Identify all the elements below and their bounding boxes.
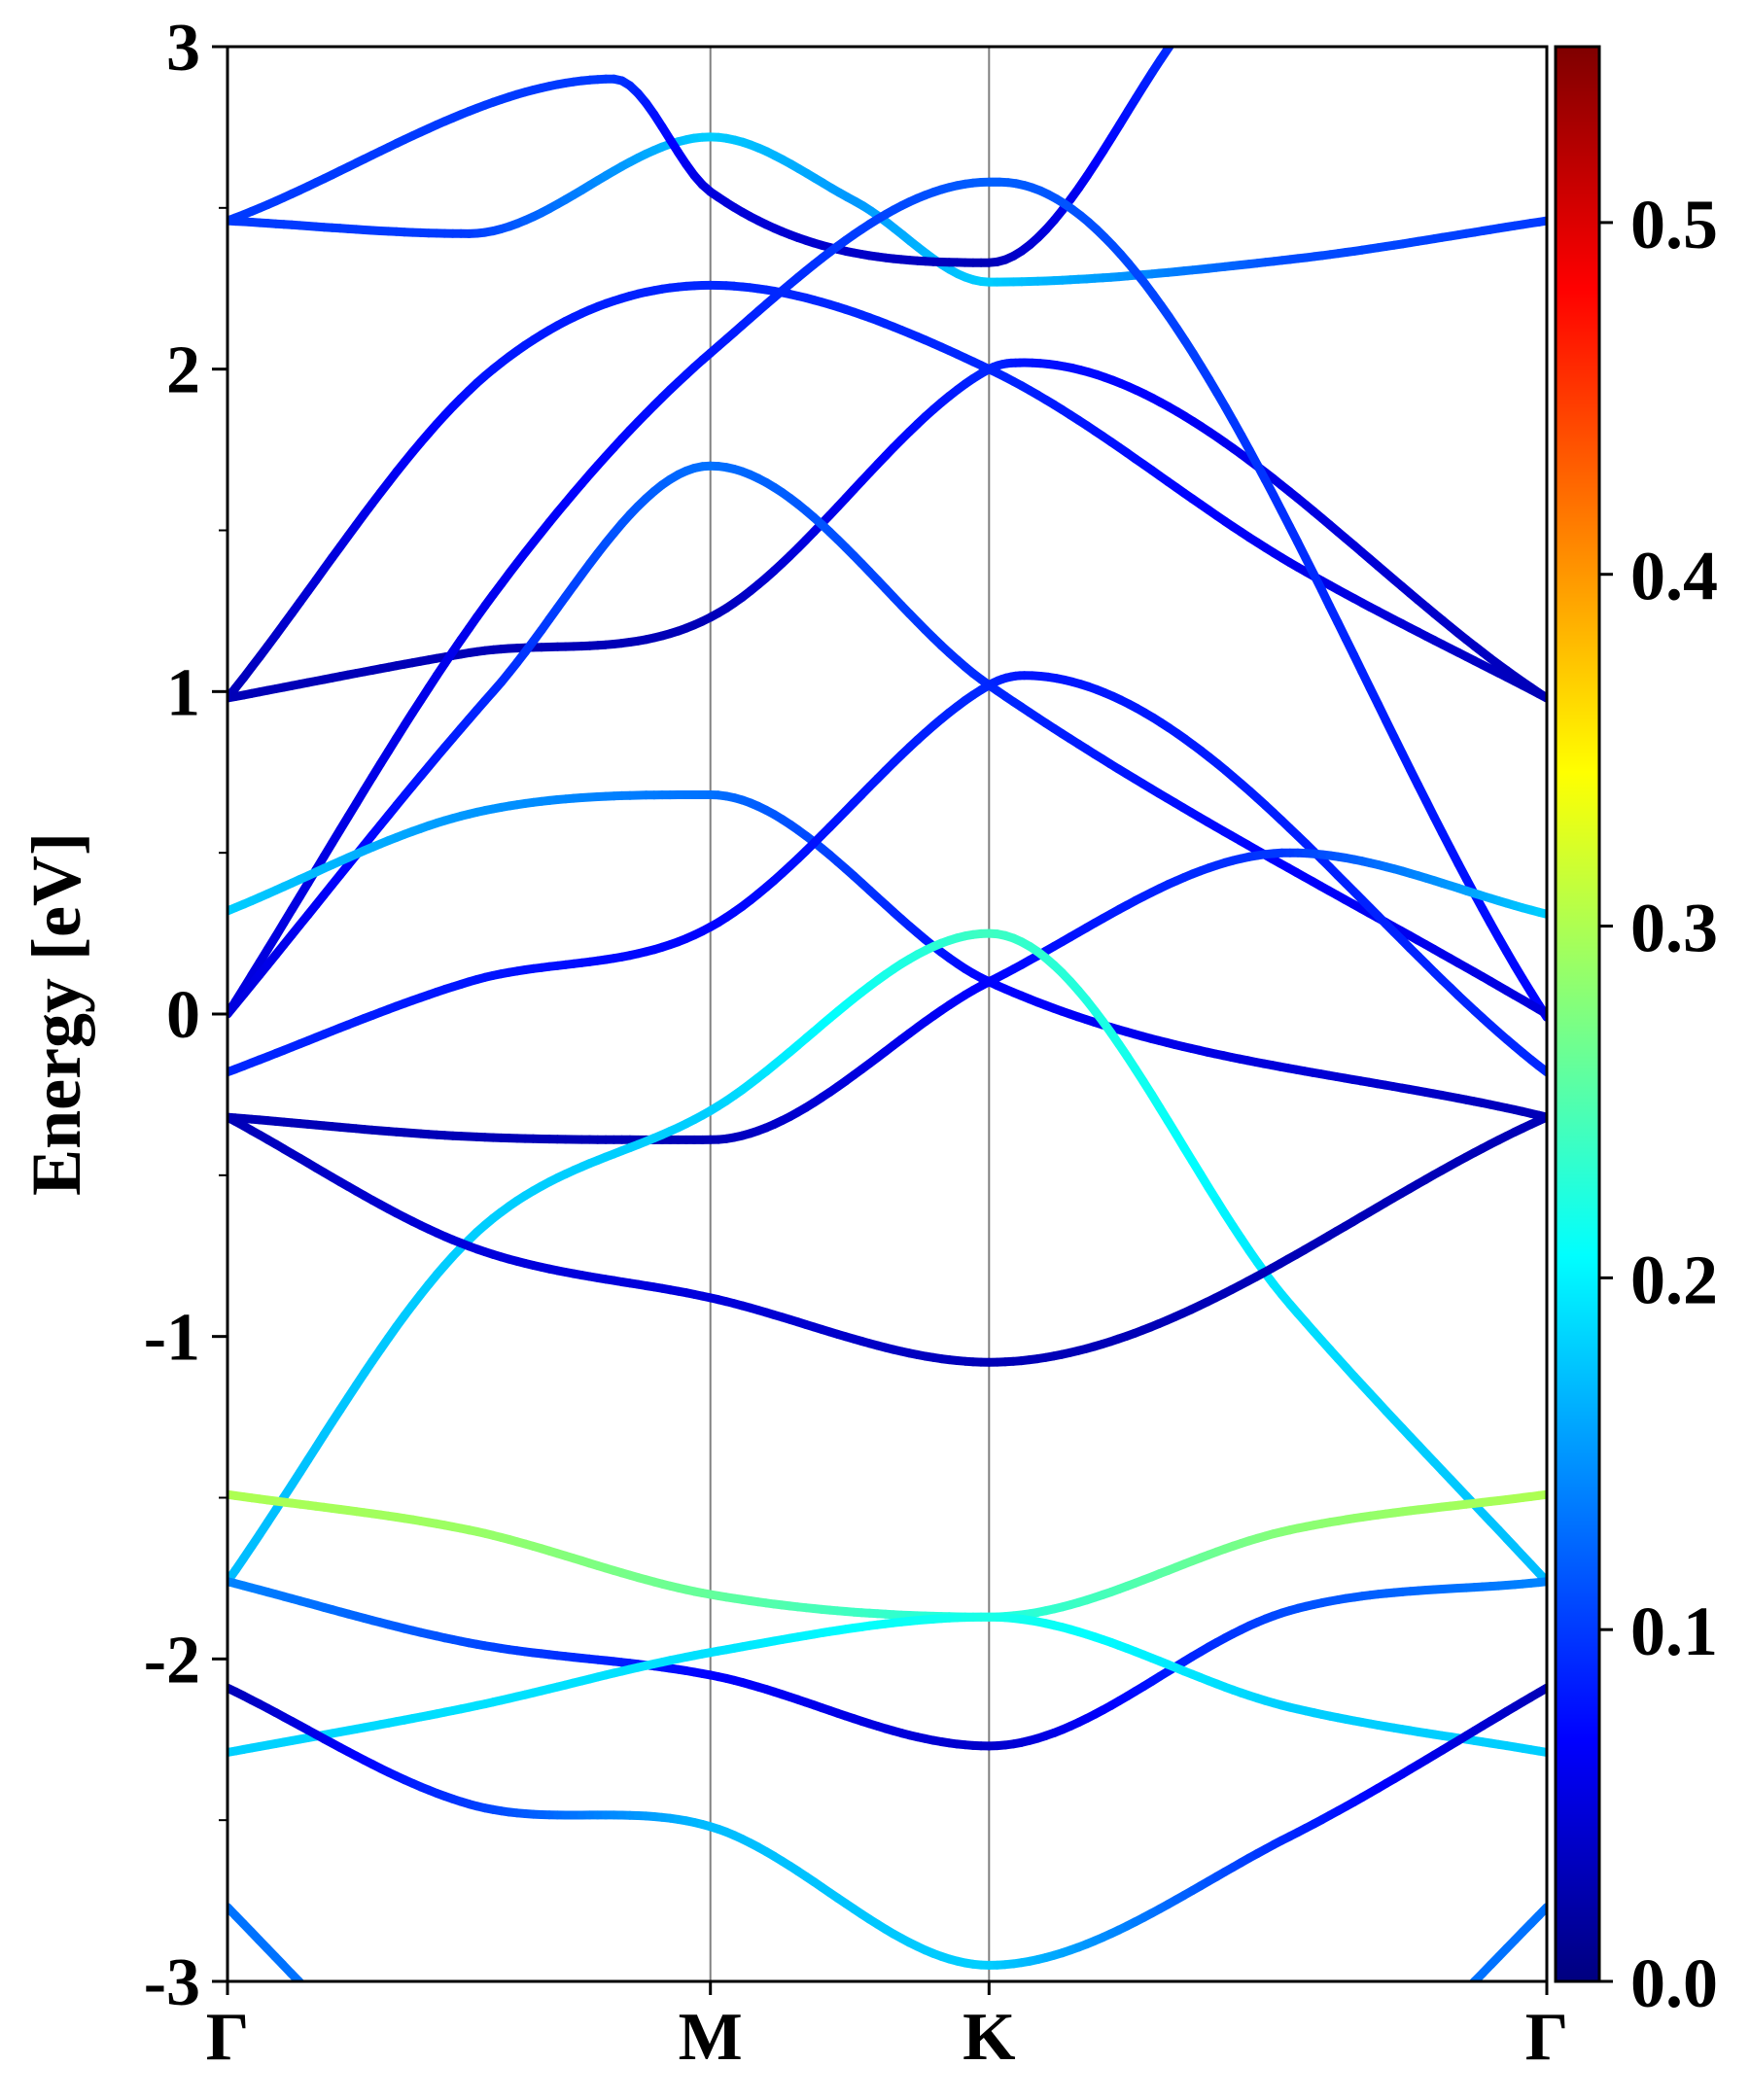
y-tick-label: 3 [166,11,200,86]
band-line [228,280,1547,703]
band-line [228,1112,1547,1367]
x-tick-label: K [962,2000,1015,2075]
band-line [228,790,1547,1122]
colorbar-tick-label: 0.3 [1630,890,1718,967]
band-line [228,1577,1547,1751]
plot-frame [226,45,1549,1983]
colorbar-gradient [1554,45,1601,1983]
y-tick-label: 2 [166,333,200,408]
band-line [228,1612,1547,1757]
y-tick-label: -3 [144,1945,200,2020]
y-axis: -3 -2 -1 0 1 2 3 [144,11,228,2020]
band-line [228,928,1547,1587]
band-segment [1185,15,1193,25]
band-line [228,1903,314,1998]
band-line [228,1683,1547,1970]
band-line [228,461,1547,1019]
band-line [1459,1903,1547,1998]
colorbar-tick-label: 0.5 [1630,186,1718,263]
band-line [228,15,1193,267]
y-tick-label: 0 [166,978,200,1053]
y-tick-label: -1 [144,1301,200,1376]
x-tick-label: M [679,2000,743,2075]
band-segment [1177,24,1185,35]
colorbar-tick-label: 0.0 [1630,1944,1718,2022]
y-tick-label: 1 [166,655,200,730]
colorbar: 0.0 0.1 0.2 0.3 0.4 0.5 [1554,45,1718,2022]
band-line [228,1489,1547,1622]
colorbar-tick-label: 0.2 [1630,1241,1718,1318]
x-tick-label: Γ [206,2000,250,2075]
band-line [228,671,1547,1077]
colorbar-tick-label: 0.1 [1630,1592,1718,1670]
band-segment [1459,1989,1467,1998]
band-line [228,848,1547,1144]
band-line [228,358,1547,703]
colorbar-ticks: 0.0 0.1 0.2 0.3 0.4 0.5 [1599,186,1718,2022]
bands [228,15,1547,1998]
x-tick-label: Γ [1525,2000,1569,2075]
band-line [228,132,1547,287]
high-symmetry-lines [709,47,991,1981]
y-axis-label: Energy [eV] [18,832,95,1196]
colorbar-tick-label: 0.4 [1630,538,1718,615]
y-tick-label: -2 [144,1623,200,1698]
band-segment [306,1989,314,1998]
